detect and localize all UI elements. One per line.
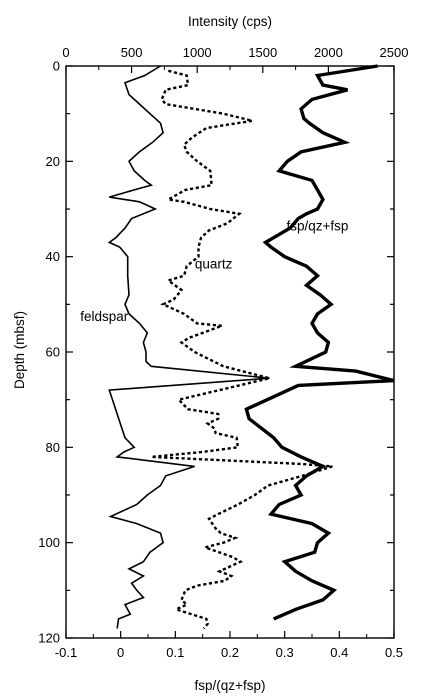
x-bottom-tick-label: 0.2	[221, 645, 239, 660]
x-top-tick-label: 2000	[314, 45, 343, 60]
x-bottom-tick-label: 0.3	[276, 645, 294, 660]
x-bottom-tick-label: 0.5	[385, 645, 403, 660]
plot-frame	[65, 65, 395, 639]
bottom-axis-title: fsp/(qz+fsp)	[195, 678, 266, 693]
series-line-quartz	[151, 69, 333, 630]
y-tick-label: 40	[46, 249, 60, 264]
series-line-feldspar	[107, 65, 270, 629]
y-tick-label: 60	[46, 345, 60, 360]
series-label-quartz: quartz	[195, 257, 233, 272]
plot-area	[65, 65, 395, 639]
x-bottom-tick-label: 0.4	[330, 645, 348, 660]
x-top-tick-label: 500	[121, 45, 143, 60]
y-tick-label: 120	[38, 631, 60, 646]
x-top-tick-label: 0	[62, 45, 69, 60]
series-line-fsp-qz-fsp	[244, 64, 395, 621]
y-axis-title: Depth (mbsf)	[12, 311, 27, 389]
series-layer: quartz feldspar fsp/qz+fsp	[80, 64, 395, 630]
axes-layer: 0 20 40 60 80 100 120-0.1 0 0.1 0.2 0.3 0.4 0.5 0 500 1…	[38, 45, 408, 660]
x-bottom-tick-label: 0.1	[166, 645, 184, 660]
x-bottom-tick-label: 0	[117, 645, 124, 660]
top-axis-title: Intensity (cps)	[188, 14, 272, 29]
y-tick-label: 100	[38, 535, 60, 550]
y-tick-label: 20	[46, 154, 60, 169]
x-top-tick-label: 2500	[380, 45, 409, 60]
y-tick-label: 80	[46, 440, 60, 455]
x-top-tick-label: 1000	[183, 45, 212, 60]
y-tick-label: 0	[53, 59, 60, 74]
series-label-feldspar: feldspar	[80, 309, 129, 324]
x-bottom-tick-label: -0.1	[55, 645, 77, 660]
x-top-tick-label: 1500	[248, 45, 277, 60]
series-label-fsp-qz-fsp: fsp/qz+fsp	[287, 218, 349, 233]
